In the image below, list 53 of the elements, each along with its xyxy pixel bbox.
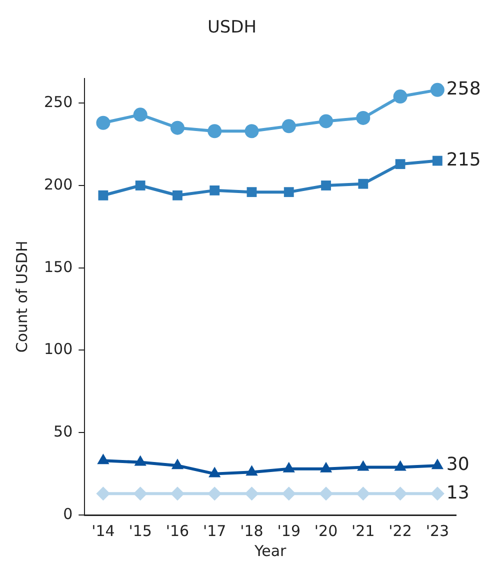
y-tick-label: 250: [44, 93, 73, 112]
point: [96, 486, 110, 501]
point: [98, 190, 108, 200]
y-tick-label: 50: [54, 422, 73, 441]
x-tick-label: '14: [92, 522, 115, 540]
y-tick-label: 150: [44, 258, 73, 276]
point: [393, 486, 408, 501]
point: [96, 116, 110, 130]
point: [282, 486, 296, 501]
point: [246, 187, 257, 198]
point: [133, 108, 148, 122]
point: [321, 180, 331, 190]
point: [170, 486, 184, 501]
point: [172, 190, 182, 200]
data-label: 258: [446, 78, 481, 100]
point: [170, 120, 184, 135]
point: [430, 486, 444, 501]
x-tick-label: '15: [128, 522, 152, 540]
x-tick-label: '20: [314, 522, 338, 540]
point: [319, 114, 334, 128]
point: [395, 159, 406, 170]
y-tick-label: 0: [63, 504, 73, 523]
y-tick-label: 100: [44, 340, 73, 358]
x-tick-label: '16: [166, 522, 190, 540]
x-axis-title: Year: [253, 542, 288, 560]
y-tick-label: 200: [44, 175, 73, 194]
data-label: 215: [446, 149, 481, 170]
data-label: 13: [446, 482, 470, 504]
x-tick-label: '18: [240, 522, 264, 540]
point: [356, 110, 370, 125]
point: [430, 82, 444, 97]
point: [208, 124, 222, 138]
point: [358, 178, 368, 189]
point: [432, 156, 442, 166]
y-axis-title: Count of USDH: [12, 240, 31, 353]
point: [393, 90, 408, 104]
point: [282, 119, 296, 134]
point: [319, 486, 334, 501]
x-tick-label: '19: [277, 522, 300, 540]
point: [208, 486, 222, 501]
point: [135, 180, 146, 190]
x-tick-label: '22: [388, 522, 412, 540]
point: [244, 124, 259, 138]
x-tick-label: '17: [203, 522, 226, 540]
chart-title: USDH: [207, 18, 257, 38]
point: [133, 486, 148, 501]
point: [356, 486, 370, 501]
data-label: 30: [446, 454, 470, 476]
point: [284, 187, 294, 198]
point: [210, 185, 220, 196]
x-tick-label: '21: [352, 522, 375, 540]
point: [244, 486, 259, 501]
x-tick-label: '23: [426, 522, 450, 540]
